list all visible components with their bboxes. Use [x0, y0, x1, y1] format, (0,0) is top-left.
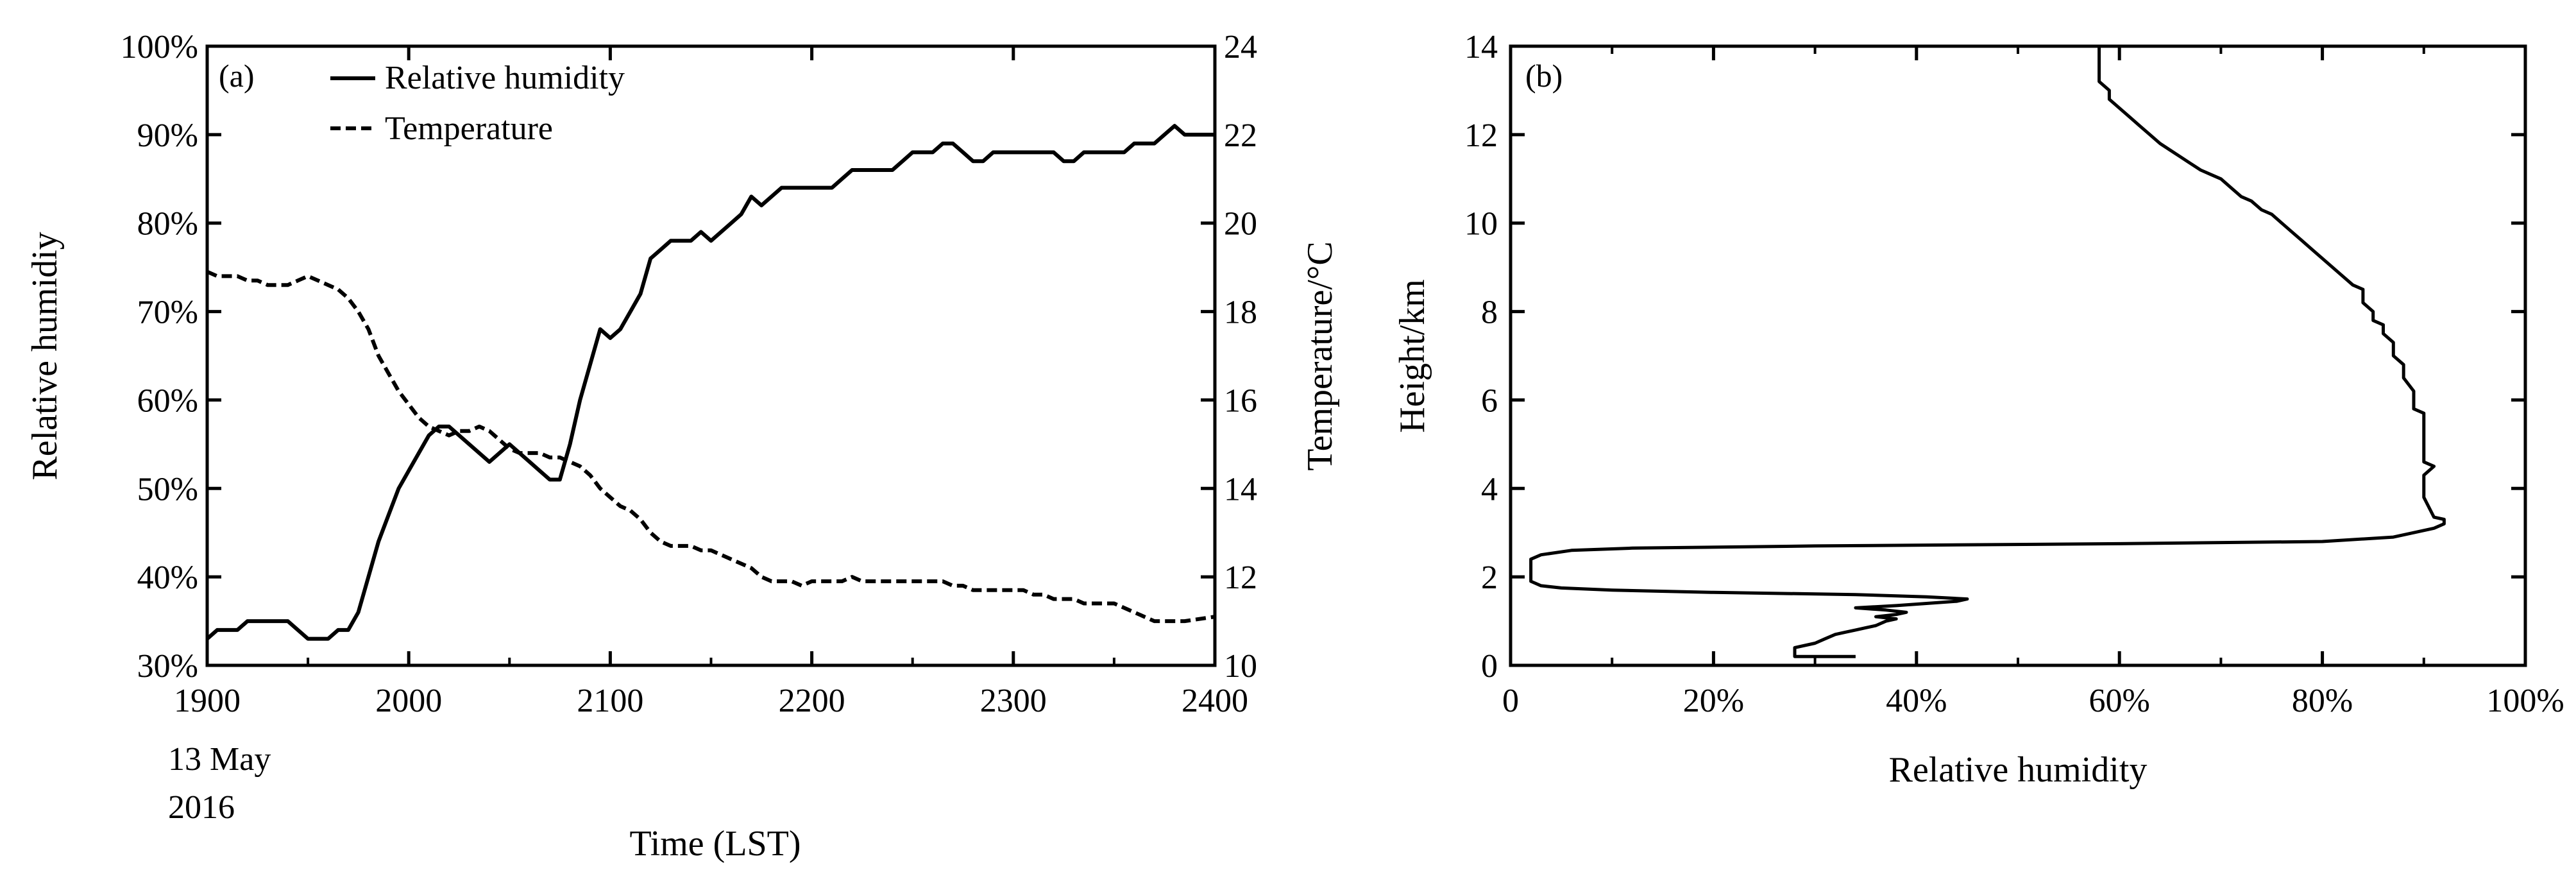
y-tick-label-a: 100%: [121, 29, 198, 65]
y2-tick-label-a: 10: [1224, 648, 1257, 685]
y2-tick-label-a: 24: [1224, 29, 1257, 65]
x-tick-label-b: 0: [1502, 683, 1519, 719]
x-tick-label-b: 20%: [1683, 683, 1744, 719]
x-axis-label-b: Relative humidity: [1889, 750, 2148, 790]
x-axis-label-a: Time (LST): [629, 824, 801, 864]
panel-label-b: (b): [1525, 58, 1563, 94]
y-tick-label-a: 30%: [137, 648, 198, 685]
x-tick-label-b: 80%: [2292, 683, 2353, 719]
y2-tick-label-a: 14: [1224, 471, 1257, 508]
series-layer-b: [1529, 46, 2446, 658]
y-tick-label-b: 8: [1481, 294, 1498, 331]
x-tick-label-b: 60%: [2089, 683, 2150, 719]
ticks-layer-b: 0 20% 40% 60% 80% 100% 0 2 4 6 8 10 12 14: [1464, 29, 2564, 719]
chart-panel-a: 1900 2000 2100 2200 2300 2400 30% 40% 50% 60% 70% 8…: [25, 29, 1340, 864]
y-tick-label-a: 60%: [137, 382, 198, 419]
y-tick-label-b: 12: [1464, 117, 1498, 154]
ticks-layer-a: 1900 2000 2100 2200 2300 2400 30% 40% 50% 60% 70% 8…: [121, 29, 1257, 719]
series-line-temperature: [206, 269, 1216, 624]
date-note-year: 2016: [168, 789, 235, 826]
x-tick-label-a: 2000: [375, 683, 442, 719]
y-tick-label-a: 40%: [137, 559, 198, 596]
y-tick-label-b: 2: [1481, 559, 1498, 596]
y-axis-label-b: Height/km: [1393, 279, 1432, 433]
date-note-day: 13 May: [168, 741, 271, 778]
y-tick-label-b: 0: [1481, 648, 1498, 685]
y2-tick-label-a: 18: [1224, 294, 1257, 331]
y-tick-label-b: 6: [1481, 382, 1498, 419]
y-tick-label-b: 10: [1464, 206, 1498, 243]
series-layer-a: [206, 124, 1216, 641]
y2-tick-label-a: 16: [1224, 382, 1257, 419]
x-tick-label-b: 40%: [1886, 683, 1947, 719]
x-tick-label-a: 1900: [174, 683, 241, 719]
y2-tick-label-a: 22: [1224, 117, 1257, 154]
legend-label-relative-humidity: Relative humidity: [385, 60, 625, 96]
chart-panel-b: 0 20% 40% 60% 80% 100% 0 2 4 6 8 10 12 14 (b) Height/…: [1393, 29, 2564, 790]
series-line-rh-profile: [1529, 46, 2446, 658]
legend-a: Relative humidity Temperature: [330, 60, 625, 147]
legend-label-temperature: Temperature: [385, 110, 553, 147]
y-tick-label-a: 50%: [137, 471, 198, 508]
y-tick-label-a: 90%: [137, 117, 198, 154]
x-tick-label-a: 2100: [577, 683, 643, 719]
x-tick-label-a: 2200: [779, 683, 845, 719]
y-tick-label-a: 80%: [137, 206, 198, 243]
x-tick-label-a: 2300: [980, 683, 1047, 719]
x-tick-label-a: 2400: [1182, 683, 1248, 719]
y2-tick-label-a: 20: [1224, 206, 1257, 243]
y-tick-label-b: 14: [1464, 29, 1498, 65]
x-tick-label-b: 100%: [2486, 683, 2564, 719]
y-tick-label-b: 4: [1481, 471, 1498, 508]
y2-tick-label-a: 12: [1224, 559, 1257, 596]
panel-label-a: (a): [219, 58, 255, 94]
y-tick-label-a: 70%: [137, 294, 198, 331]
series-line-relative-humidity: [206, 124, 1215, 641]
y2-axis-label-a: Temperature/°C: [1300, 241, 1340, 470]
y-axis-label-a: Relative humidiy: [25, 232, 65, 480]
